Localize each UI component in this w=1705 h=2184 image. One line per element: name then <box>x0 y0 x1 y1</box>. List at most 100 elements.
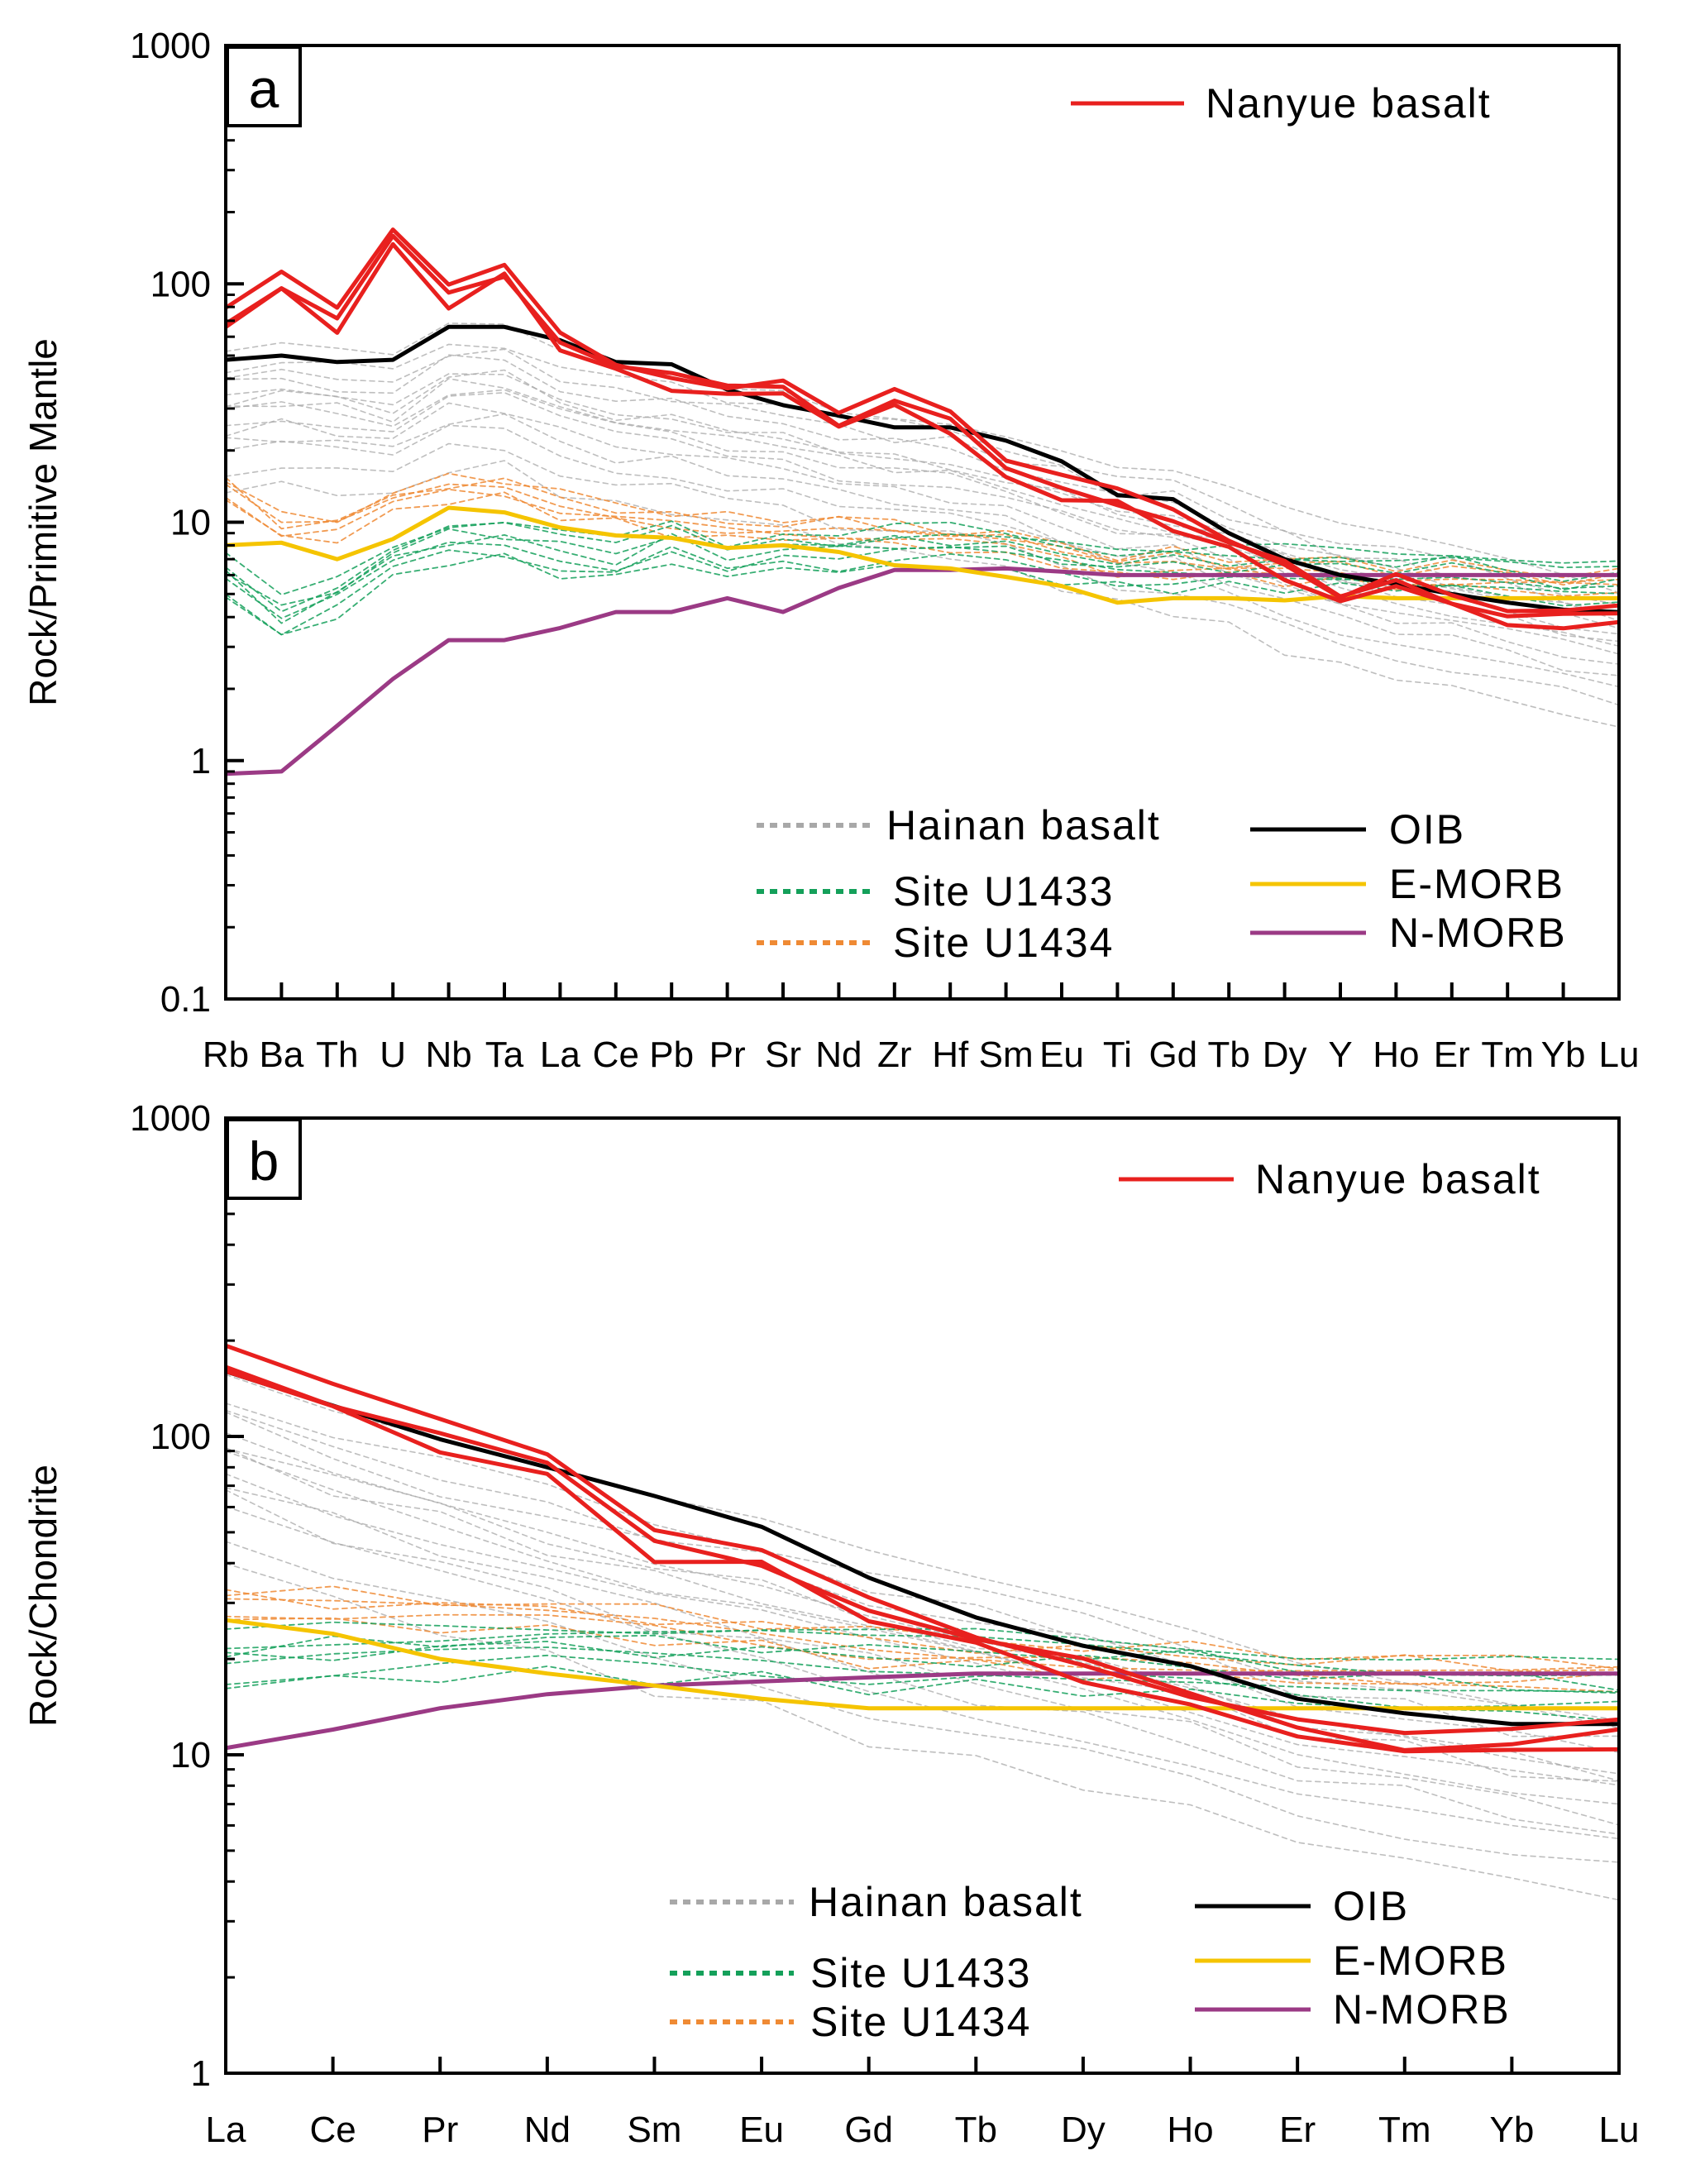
x-tick-label-rb: Rb <box>203 1035 249 1075</box>
x-tick-label-y: Y <box>1328 1035 1352 1075</box>
x-tick-label-hf: Hf <box>932 1035 969 1075</box>
x-tick-label-ce: Ce <box>309 2110 356 2150</box>
series-line-hainan <box>226 1506 1619 1840</box>
plot-area <box>226 1343 1619 1901</box>
x-tick-label-dy: Dy <box>1061 2110 1106 2150</box>
series-line-u1433 <box>226 1646 1619 1693</box>
series-line-hainan <box>226 1541 1619 1863</box>
legend-item-u1434: Site U1434 <box>757 920 1114 966</box>
series-nmorb <box>226 1671 1619 1751</box>
x-tick-label-lu: Lu <box>1599 2110 1640 2150</box>
x-tick-label-eu: Eu <box>739 2110 784 2150</box>
series-line-emorb <box>226 1618 1619 1711</box>
legend-label: Site U1434 <box>893 920 1114 966</box>
plot-frame <box>224 1116 1621 2075</box>
y-axis-label: Rock/Chondrite <box>21 1465 64 1727</box>
x-tick-label-pr: Pr <box>709 1035 746 1075</box>
x-tick-label-ta: Ta <box>485 1035 524 1075</box>
series-line-u1433 <box>226 1629 1619 1677</box>
series-line-hainan <box>226 378 1619 643</box>
legend-label: N-MORB <box>1333 1986 1511 2033</box>
y-tick-label: 1000 <box>130 26 211 66</box>
x-axis: Rb Ba Th U Nb Ta La Ce Pb Pr Sr Nd Zr Hf Sm Eu Ti Gd Tb Dy Y… <box>203 982 1640 1075</box>
x-tick-label-nd: Nd <box>524 2110 571 2150</box>
x-tick-label-tm: Tm <box>1378 2110 1431 2150</box>
plot-frame <box>224 44 1621 1001</box>
series-line-u1433 <box>226 522 1619 613</box>
x-axis: La Ce Pr Nd Sm Eu Gd Tb Dy Ho Er Tm Yb Lu <box>206 2057 1640 2150</box>
series-line-u1434 <box>226 483 1619 583</box>
series-line-nanyue <box>226 1364 1619 1752</box>
x-tick-label-ho: Ho <box>1373 1035 1419 1075</box>
series-hainan <box>226 1374 1619 1901</box>
x-tick-label-pb: Pb <box>649 1035 694 1075</box>
x-tick-label-eu: Eu <box>1039 1035 1084 1075</box>
series-line-hainan <box>226 323 1619 594</box>
x-tick-label-er: Er <box>1279 2110 1316 2150</box>
x-tick-label-th: Th <box>316 1035 358 1075</box>
series-line-u1433 <box>226 520 1619 595</box>
series-line-hainan <box>226 389 1619 648</box>
legend-label: OIB <box>1333 1883 1409 1929</box>
x-tick-label-sm: Sm <box>627 2110 681 2150</box>
x-tick-label-tb: Tb <box>955 2110 997 2150</box>
series-line-hainan <box>226 343 1619 605</box>
series-line-nanyue <box>226 241 1619 631</box>
legend-item-hainan: Hainan basalt <box>757 802 1161 848</box>
y-axis-label: Rock/Primitive Mantle <box>21 338 64 706</box>
series-line-u1434 <box>226 1613 1619 1685</box>
legend-label: E-MORB <box>1333 1938 1508 1984</box>
series-line-hainan <box>226 1450 1619 1786</box>
x-tick-label-sm: Sm <box>979 1035 1034 1075</box>
panel-letter-text: b <box>249 1130 279 1192</box>
series-line-hainan <box>226 1403 1619 1729</box>
y-tick-label: 10 <box>170 503 211 543</box>
series-line-u1434 <box>226 1598 1619 1672</box>
series-line-hainan <box>226 1411 1619 1753</box>
series-line-u1433 <box>226 1621 1619 1661</box>
series-line-nmorb <box>226 1671 1619 1751</box>
series-line-nanyue <box>226 1369 1619 1754</box>
series-line-hainan <box>226 424 1619 688</box>
y-tick-label: 0.1 <box>160 979 211 1020</box>
series-line-hainan <box>226 1409 1619 1737</box>
series-line-hainan <box>226 1374 1619 1721</box>
y-tick-label: 10 <box>170 1735 211 1775</box>
x-tick-label-la: La <box>206 2110 246 2150</box>
series-line-nmorb <box>226 566 1619 777</box>
panel-letter-text: a <box>249 58 279 119</box>
legend-item-oib: OIB <box>1250 806 1465 853</box>
legend-label: N-MORB <box>1389 910 1567 956</box>
legend-item-nmorb: N-MORB <box>1250 910 1567 956</box>
x-tick-label-zr: Zr <box>877 1035 912 1075</box>
series-emorb <box>226 1618 1619 1711</box>
series-emorb <box>226 505 1619 605</box>
legend-item-u1434: Site U1434 <box>670 1999 1029 2045</box>
legend-label: Hainan basalt <box>886 802 1161 848</box>
x-tick-label-lu: Lu <box>1599 1035 1640 1075</box>
series-line-hainan <box>226 348 1619 615</box>
y-axis: 0.1 1 10 100 1000 <box>130 26 244 1020</box>
series-line-u1434 <box>226 1617 1619 1693</box>
legend-item-emorb: E-MORB <box>1195 1938 1508 1984</box>
legend-label: Nanyue basalt <box>1206 80 1492 127</box>
series-line-emorb <box>226 505 1619 605</box>
y-tick-label: 100 <box>150 264 211 304</box>
series-nanyue <box>226 227 1619 631</box>
series-nanyue <box>226 1343 1619 1754</box>
legend-label: OIB <box>1389 806 1465 853</box>
legend-item-nanyue: Nanyue basalt <box>1119 1156 1541 1202</box>
legend-label: Nanyue basalt <box>1255 1156 1541 1202</box>
panel-b: 1 10 100 1000 Rock/Chondrite La Ce Pr Nd Sm Eu Gd Tb… <box>21 1098 1639 2150</box>
legend-item-emorb: E-MORB <box>1250 861 1563 907</box>
series-line-hainan <box>226 354 1619 622</box>
series-line-u1433 <box>226 528 1619 606</box>
y-tick-label: 1 <box>191 741 211 781</box>
series-oib <box>226 1369 1619 1727</box>
legend-item-oib: OIB <box>1195 1883 1409 1929</box>
legend-item-u1433: Site U1433 <box>757 868 1112 915</box>
legend: Nanyue basalt Hainan basalt Site U1433 Site… <box>757 80 1567 966</box>
series-line-hainan <box>226 373 1619 629</box>
